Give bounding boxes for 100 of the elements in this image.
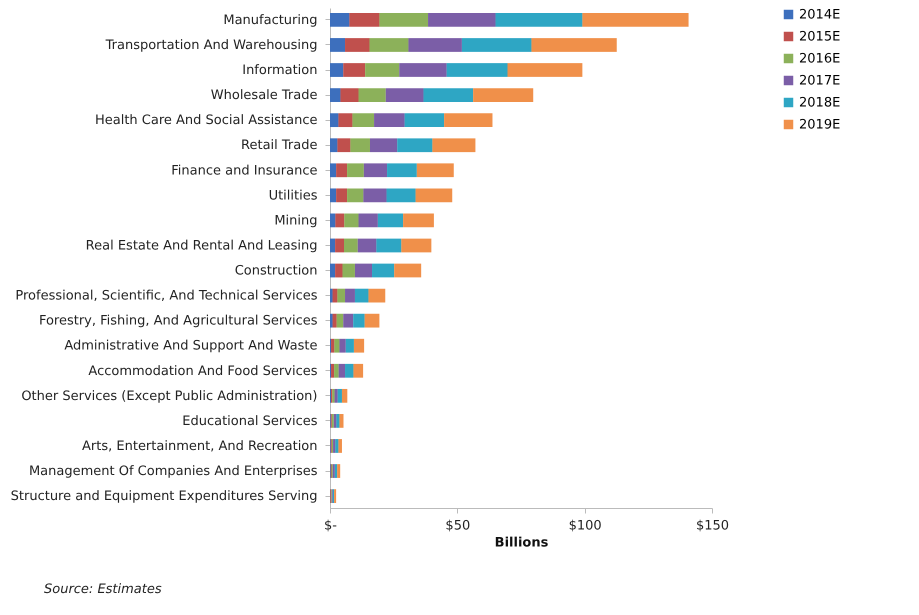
bar [330, 88, 340, 102]
bar [330, 188, 336, 202]
bar [346, 338, 354, 353]
bar [408, 38, 462, 52]
y-tick-label: Professional, Scientific, And Technical Services [15, 288, 318, 304]
bar [368, 288, 386, 302]
bar [416, 188, 452, 202]
bar [330, 214, 336, 228]
bar [364, 314, 380, 328]
bar [342, 388, 348, 403]
y-tick-label: Management Of Companies And Enterprises [28, 464, 318, 480]
bar [335, 238, 344, 252]
bar [354, 264, 372, 278]
bar [403, 214, 434, 228]
bar [364, 163, 388, 178]
x-tick-label: $- [324, 518, 338, 534]
bar [345, 38, 370, 52]
bar [335, 264, 342, 278]
bar [347, 163, 364, 178]
bar [369, 38, 408, 52]
bar [335, 439, 338, 453]
bar [338, 388, 342, 403]
bar [330, 138, 338, 152]
bar [332, 314, 337, 328]
x-tick-label: $50 [445, 518, 470, 534]
bar [343, 63, 366, 77]
bar [496, 13, 582, 27]
bar [343, 314, 354, 328]
bar [334, 338, 340, 353]
bar [531, 38, 617, 52]
bar [330, 63, 344, 77]
bar [354, 338, 364, 353]
source-note: Source: Estimates [44, 582, 162, 597]
bar [349, 13, 380, 27]
bar [397, 138, 432, 152]
legend-label: 2016E [799, 52, 840, 66]
bar [334, 388, 338, 403]
bar [344, 238, 358, 252]
legend-label: 2017E [799, 74, 840, 88]
bar [336, 314, 344, 328]
y-tick-label: Arts, Entertainment, And Recreation [82, 438, 318, 454]
bar [462, 38, 532, 52]
bar [330, 38, 346, 52]
y-tick-label: Retail Trade [241, 138, 318, 154]
bar [336, 414, 340, 428]
bar [354, 288, 368, 302]
bar [386, 188, 416, 202]
bar [358, 214, 378, 228]
legend-label: 2019E [799, 118, 840, 132]
y-tick-label: Information [242, 63, 318, 78]
bar [365, 63, 400, 77]
bar [330, 163, 336, 178]
bar [330, 13, 350, 27]
y-tick-label: Wholesale Trade [210, 88, 318, 104]
bar [339, 338, 346, 353]
bar [363, 188, 387, 202]
y-tick-label: Health Care And Social Assistance [94, 113, 318, 128]
bar [337, 288, 346, 302]
bar [330, 288, 333, 302]
bar [340, 88, 359, 102]
bar [370, 138, 398, 152]
y-tick-label: Utilities [268, 188, 318, 204]
y-tick-label: Administrative And Support And Waste [64, 338, 318, 354]
bar [387, 163, 417, 178]
bar [358, 88, 386, 102]
bar [332, 288, 338, 302]
bar [374, 113, 405, 128]
bar [338, 364, 346, 378]
bar [372, 264, 394, 278]
bar [345, 364, 354, 378]
bar [446, 63, 508, 77]
y-tick-label: Finance and Insurance [171, 163, 318, 178]
bar [337, 138, 350, 152]
bar [334, 414, 336, 428]
bar [444, 113, 492, 128]
bar [331, 338, 334, 353]
y-tick-label: Accommodation And Food Services [88, 364, 318, 379]
bar [416, 163, 454, 178]
bar [345, 288, 355, 302]
y-tick-label: Manufacturing [223, 12, 318, 28]
bar [344, 214, 359, 228]
bar [423, 88, 474, 102]
bar [331, 364, 334, 378]
bar [330, 238, 336, 252]
y-tick-label: Other Services (Except Public Administration) [21, 388, 318, 404]
x-axis-title: Billions [494, 536, 549, 550]
bar [386, 88, 424, 102]
x-tick-label: $100 [568, 518, 602, 534]
bar [404, 113, 444, 128]
legend-label: 2018E [799, 96, 840, 110]
bar [335, 214, 344, 228]
bar [330, 264, 336, 278]
bar [338, 439, 342, 453]
bar [428, 13, 496, 27]
bar [330, 113, 338, 128]
bar [338, 113, 352, 128]
y-tick-label: Transportation And Warehousing [104, 38, 318, 53]
bar [508, 63, 582, 77]
bar [353, 364, 364, 378]
y-tick-label: Real Estate And Rental And Leasing [86, 238, 318, 254]
